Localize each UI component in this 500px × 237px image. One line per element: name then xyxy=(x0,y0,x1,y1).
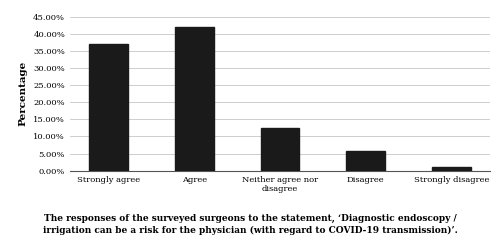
Text: The responses of the surveyed surgeons to the statement, ‘Diagnostic endoscopy /: The responses of the surveyed surgeons t… xyxy=(42,214,458,235)
Bar xyxy=(89,44,128,171)
Bar xyxy=(432,167,471,171)
Bar xyxy=(175,27,214,171)
Bar xyxy=(260,128,300,171)
Bar xyxy=(346,151,385,171)
Y-axis label: Percentage: Percentage xyxy=(18,61,28,126)
